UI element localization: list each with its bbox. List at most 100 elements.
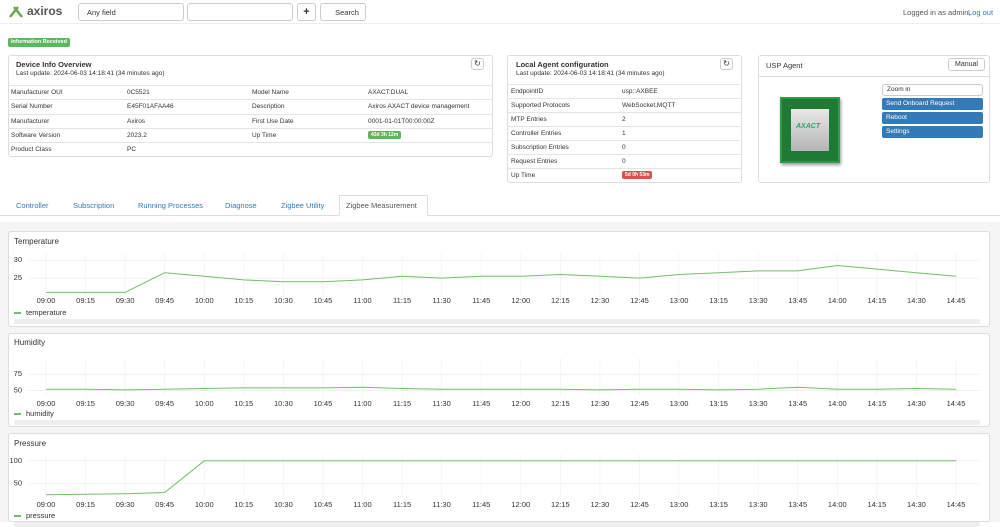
cell: 0: [622, 144, 626, 151]
tab[interactable]: Diagnose: [225, 201, 257, 210]
row-line: [507, 98, 742, 99]
tab[interactable]: Running Processes: [138, 201, 204, 210]
zoom-button[interactable]: Zoom in: [882, 84, 983, 96]
x-tick-label: 10:00: [195, 500, 214, 509]
x-tick-label: 09:30: [116, 399, 135, 408]
add-button[interactable]: +: [297, 3, 316, 21]
cell: Manufacturer OUI: [11, 89, 63, 96]
scrollbar[interactable]: [14, 522, 980, 527]
x-tick-label: 09:45: [155, 399, 174, 408]
tab[interactable]: Controller: [16, 201, 49, 210]
x-tick-label: 11:15: [393, 500, 411, 509]
data-line: [46, 386, 957, 391]
cell: 0001-01-01T00:00:00Z: [368, 117, 435, 125]
cell: EndpointID: [511, 88, 544, 95]
y-tick-label: 25: [14, 273, 22, 282]
x-tick-label: 10:30: [274, 399, 293, 408]
x-tick-label: 14:45: [947, 500, 966, 509]
active-tab: [339, 195, 428, 216]
uptime-badge: 5d 0h 53m: [622, 171, 653, 179]
data-line: [46, 264, 957, 293]
action-button[interactable]: Send Onboard Request: [882, 98, 983, 110]
x-tick-label: 11:15: [393, 399, 411, 408]
x-tick-label: 12:15: [551, 500, 570, 509]
logo-icon: [9, 6, 23, 18]
search-field-select[interactable]: Any field: [78, 3, 184, 21]
cell: WebSocket,MQTT: [622, 102, 676, 109]
legend-label: humidity: [26, 409, 54, 418]
x-tick-label: 13:30: [749, 399, 768, 408]
cell: Request Entries: [511, 158, 558, 165]
x-tick-label: 13:45: [788, 296, 807, 305]
x-tick-label: 12:00: [511, 500, 530, 509]
x-tick-label: 11:00: [353, 500, 371, 509]
action-button[interactable]: Reboot: [882, 112, 983, 124]
x-tick-label: 10:15: [234, 296, 253, 305]
tab[interactable]: Zigbee Measurement: [346, 201, 417, 210]
action-button[interactable]: Settings: [882, 126, 983, 138]
x-tick-label: 11:00: [353, 296, 371, 305]
x-tick-label: 10:30: [274, 500, 293, 509]
x-tick-label: 14:00: [828, 296, 847, 305]
x-tick-label: 09:00: [37, 500, 56, 509]
cell: Software Version: [11, 131, 61, 139]
x-tick-label: 09:15: [76, 399, 95, 408]
x-tick-label: 11:30: [433, 296, 451, 305]
x-tick-label: 14:30: [907, 500, 926, 509]
tab[interactable]: Zigbee Utility: [281, 201, 325, 210]
x-tick-label: 14:30: [907, 296, 926, 305]
scrollbar[interactable]: [14, 319, 980, 324]
cell: AXACT:DUAL: [368, 89, 409, 96]
x-tick-label: 13:30: [749, 500, 768, 509]
x-tick-label: 09:15: [76, 500, 95, 509]
refresh-button[interactable]: ↻: [720, 58, 733, 70]
y-tick-label: 50: [14, 478, 22, 487]
x-tick-label: 14:15: [867, 399, 886, 408]
x-tick-label: 13:15: [709, 296, 728, 305]
x-tick-label: 14:30: [907, 399, 926, 408]
chart-title: Temperature: [14, 237, 59, 246]
scrollbar[interactable]: [14, 420, 980, 425]
x-tick-label: 13:00: [670, 399, 689, 408]
x-tick-label: 09:45: [155, 500, 174, 509]
x-tick-label: 10:45: [314, 296, 333, 305]
agent-update: Last update: 2024-06-03 14:18:41 (34 min…: [516, 70, 665, 77]
tab[interactable]: Subscription: [73, 201, 115, 210]
chart: 25 30 09:00 09:15 09:30 09:45 10:00 10:15 10:30 1…: [14, 253, 979, 317]
x-tick-label: 11:45: [472, 399, 490, 408]
cell: 0: [622, 158, 626, 165]
cell: Serial Number: [11, 103, 53, 111]
cell: MTP Entries: [511, 116, 547, 123]
cell: 2023.2: [127, 131, 147, 139]
status-badge: Information Received: [8, 38, 70, 47]
refresh-button[interactable]: ↻: [471, 58, 484, 70]
row-line: [8, 113, 493, 115]
x-tick-label: 10:15: [234, 399, 253, 408]
x-tick-label: 12:15: [551, 399, 570, 408]
data-line: [45, 460, 956, 496]
logout-link[interactable]: Log out: [968, 8, 994, 17]
row-line: [507, 140, 742, 141]
agent-panel: [507, 55, 742, 183]
manual-button[interactable]: Manual: [948, 58, 985, 71]
x-tick-label: 09:45: [155, 296, 174, 305]
chart-title: Humidity: [14, 338, 46, 347]
chart-panel: Humidity 50 75 09:00 09:15 09:30 09:45 10:00 10:…: [8, 333, 990, 427]
x-tick-label: 13:45: [788, 399, 807, 408]
chart-panel: Temperature 25 30 09:00 09:15 09:30 09:45 10:00…: [8, 231, 990, 327]
cell: Description: [252, 103, 285, 111]
uptime-badge: 43d 3h 12m: [368, 130, 402, 139]
x-tick-label: 13:00: [670, 500, 689, 509]
x-tick-label: 14:00: [828, 500, 847, 509]
x-tick-label: 11:30: [433, 500, 451, 509]
y-tick-label: 30: [14, 255, 22, 264]
x-tick-label: 12:45: [630, 399, 649, 408]
search-input[interactable]: [187, 3, 293, 21]
cell: Subscription Entries: [511, 144, 569, 151]
chip-core: [791, 109, 829, 151]
x-tick-label: 12:30: [591, 296, 610, 305]
search-button[interactable]: Search: [320, 3, 366, 21]
x-tick-label: 14:45: [947, 296, 966, 305]
x-tick-label: 11:00: [353, 399, 371, 408]
